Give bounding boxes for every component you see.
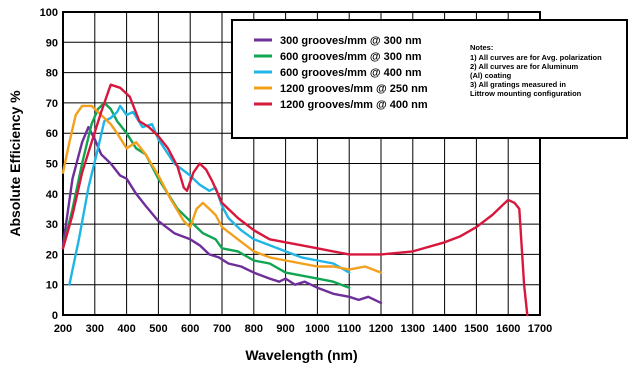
legend-label: 600 grooves/mm @ 300 nm [280, 51, 422, 63]
y-tick-label: 90 [46, 37, 58, 49]
y-tick-label: 50 [46, 159, 58, 171]
plot-frame [62, 11, 541, 316]
note-line: 2) All curves are for Aluminum [470, 62, 579, 71]
series-line-1 [61, 125, 383, 305]
x-tick-label: 500 [149, 323, 167, 335]
legend-label: 600 grooves/mm @ 400 nm [280, 67, 422, 79]
legend-label: 1200 grooves/mm @ 400 nm [280, 99, 428, 111]
x-tick-label: 800 [245, 323, 263, 335]
x-tick-label: 1200 [369, 323, 393, 335]
x-axis-title: Wavelength (nm) [245, 347, 357, 363]
y-axis-title: Absolute Efficiency % [7, 90, 23, 237]
x-tick-label: 1500 [464, 323, 488, 335]
y-tick-label: 0 [52, 310, 58, 322]
y-tick-label: 10 [46, 280, 58, 292]
legend: 300 grooves/mm @ 300 nm 600 grooves/mm @ … [231, 19, 628, 139]
note-line: 1) All curves are for Avg. polarization [470, 53, 602, 62]
legend-entries: 300 grooves/mm @ 300 nm 600 grooves/mm @ … [254, 35, 428, 111]
series-lines [61, 83, 529, 317]
x-tick-label: 1400 [432, 323, 456, 335]
notes-title: Notes: [470, 43, 493, 52]
series-line-5 [61, 83, 529, 317]
note-line: Littrow mounting configuration [470, 89, 582, 98]
x-tick-labels: 200 300 400 500 600 700 800 900 1000 1100 1200 1300… [54, 323, 552, 335]
y-tick-label: 40 [46, 189, 58, 201]
note-line: 3) All gratings measured in [470, 80, 566, 89]
y-tick-label: 100 [40, 7, 58, 19]
x-tick-label: 1300 [401, 323, 425, 335]
x-tick-label: 1000 [305, 323, 329, 335]
y-tick-labels: 0 10 20 30 40 50 60 70 80 90 100 [40, 7, 58, 322]
y-tick-label: 30 [46, 219, 58, 231]
x-tick-label: 700 [213, 323, 231, 335]
y-tick-label: 20 [46, 249, 58, 261]
y-tick-label: 70 [46, 98, 58, 110]
x-tick-label: 1600 [496, 323, 520, 335]
x-tick-label: 1100 [337, 323, 361, 335]
legend-label: 1200 grooves/mm @ 250 nm [280, 83, 428, 95]
legend-frame [231, 19, 628, 139]
y-tick-label: 80 [46, 68, 58, 80]
x-tick-label: 200 [54, 323, 72, 335]
notes-block: Notes:1) All curves are for Avg. polariz… [470, 43, 602, 98]
x-tick-label: 1700 [528, 323, 552, 335]
x-tick-label: 900 [276, 323, 294, 335]
legend-label: 300 grooves/mm @ 300 nm [280, 35, 422, 47]
x-tick-label: 300 [86, 323, 104, 335]
y-tick-label: 60 [46, 128, 58, 140]
x-tick-label: 400 [117, 323, 135, 335]
note-line: (Al) coating [470, 71, 512, 80]
x-tick-label: 600 [181, 323, 199, 335]
